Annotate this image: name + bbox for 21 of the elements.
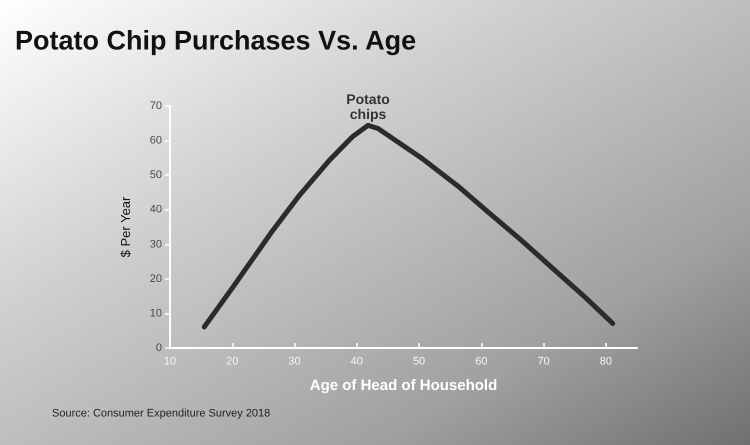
x-tick-label: 80 [600,356,612,368]
x-tick-label: 50 [412,356,426,368]
y-tick-label: 70 [150,100,162,112]
x-tick-label: 70 [537,356,550,368]
y-tick-label: 20 [150,272,162,285]
y-tick-label: 40 [150,204,162,216]
source-note: Source: Consumer Expenditure Survey 2018 [52,408,270,420]
y-axis-title: $ Per Year [118,196,133,258]
x-axis-title: Age of Head of Household [310,377,498,394]
y-tick-label: 50 [150,169,162,182]
y-tick-label: 0 [156,342,162,354]
annotation: Potato chips [346,90,390,122]
chart-title: Potato Chip Purchases Vs. Age [15,26,416,56]
y-tick-label: 60 [150,134,162,147]
y-tick-label: 30 [150,238,162,250]
x-tick-label: 20 [226,356,238,368]
x-tick-label: 40 [350,356,363,368]
x-tick-label: 60 [475,356,488,368]
y-tick-label: 10 [150,307,162,320]
x-tick-label: 30 [288,356,301,368]
x-tick-label: 10 [164,356,176,368]
